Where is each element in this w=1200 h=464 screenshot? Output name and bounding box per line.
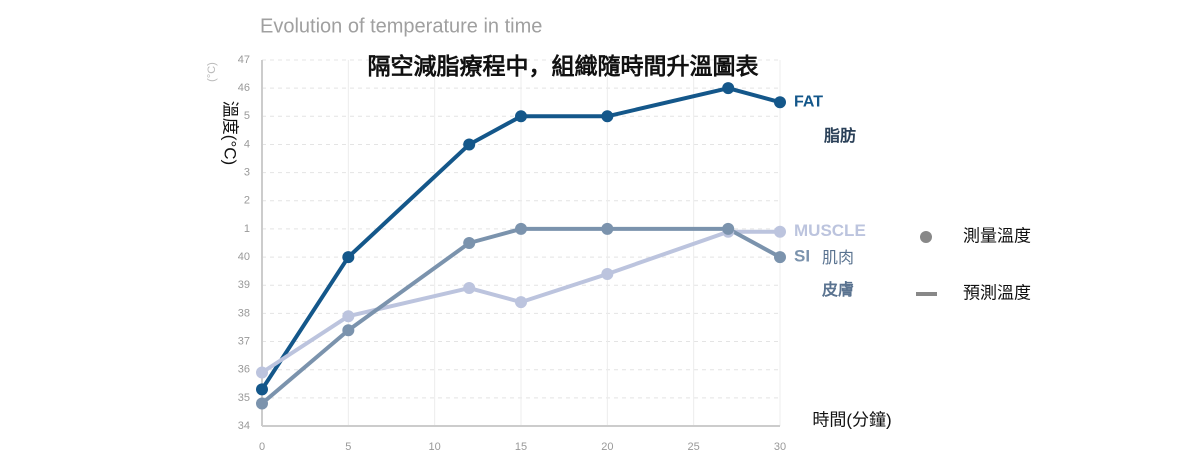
y-tick-label: 5 bbox=[244, 110, 250, 122]
data-point bbox=[256, 383, 268, 396]
data-point bbox=[515, 222, 527, 235]
data-point bbox=[463, 237, 476, 249]
data-point bbox=[601, 222, 614, 235]
y-tick-label: 36 bbox=[238, 364, 250, 376]
data-point bbox=[722, 82, 735, 95]
y-axis-label-original: (°C) bbox=[206, 62, 218, 82]
annotation: 肌肉 bbox=[822, 249, 854, 267]
annotation: 脂肪 bbox=[824, 126, 856, 145]
y-tick-label: 40 bbox=[238, 251, 250, 263]
y-axis-label: 溫度(°C) bbox=[221, 101, 240, 165]
x-tick-label: 15 bbox=[515, 441, 527, 453]
x-tick-label: 30 bbox=[774, 441, 786, 453]
data-point bbox=[463, 138, 476, 151]
x-axis-label: 時間(分鐘) bbox=[812, 410, 891, 429]
x-tick-label: 10 bbox=[429, 441, 441, 453]
legend-label: 測量溫度 bbox=[963, 226, 1031, 245]
y-tick-label: 46 bbox=[238, 82, 250, 94]
y-tick-label: 37 bbox=[238, 335, 250, 347]
data-point bbox=[256, 366, 268, 379]
legend-marker bbox=[920, 231, 932, 243]
series-label: SI bbox=[794, 247, 810, 266]
y-tick-label: 47 bbox=[238, 54, 250, 66]
data-point bbox=[342, 251, 355, 264]
series-label: MUSCLE bbox=[794, 221, 866, 240]
data-point bbox=[774, 225, 786, 238]
data-point bbox=[515, 296, 527, 309]
y-tick-label: 4 bbox=[244, 138, 250, 150]
series-label: FAT bbox=[794, 93, 823, 110]
y-tick-label: 1 bbox=[244, 223, 250, 235]
y-tick-label: 3 bbox=[244, 167, 250, 179]
data-point bbox=[342, 310, 355, 323]
data-point bbox=[515, 110, 527, 123]
y-tick-label: 38 bbox=[238, 307, 250, 319]
y-tick-label: 39 bbox=[238, 279, 250, 291]
y-tick-label: 35 bbox=[238, 392, 250, 404]
legend-label: 預測溫度 bbox=[963, 283, 1031, 302]
annotation: 皮膚 bbox=[821, 280, 854, 299]
data-point bbox=[463, 282, 476, 295]
x-tick-label: 20 bbox=[601, 441, 613, 453]
chart-title: 隔空減脂療程中，組織隨時間升溫圖表 bbox=[368, 53, 760, 79]
data-point bbox=[601, 110, 614, 123]
data-point bbox=[342, 324, 355, 337]
data-point bbox=[774, 96, 786, 109]
data-point bbox=[722, 222, 735, 235]
y-tick-label: 2 bbox=[244, 195, 250, 207]
data-point bbox=[256, 397, 268, 410]
x-tick-label: 5 bbox=[345, 441, 351, 453]
y-tick-label: 34 bbox=[238, 420, 250, 432]
x-tick-label: 25 bbox=[688, 441, 700, 453]
data-point bbox=[774, 251, 786, 264]
chart-subtitle: Evolution of temperature in time bbox=[260, 15, 542, 37]
x-tick-label: 0 bbox=[259, 441, 265, 453]
data-point bbox=[601, 267, 614, 280]
